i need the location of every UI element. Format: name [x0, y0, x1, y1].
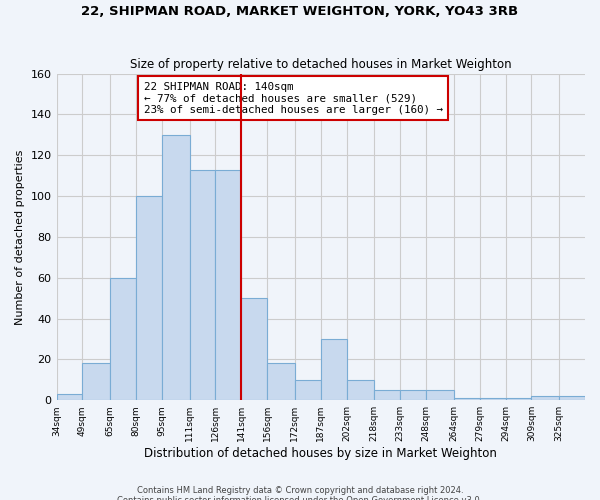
Bar: [532, 396, 559, 400]
Text: 22 SHIPMAN ROAD: 140sqm
← 77% of detached houses are smaller (529)
23% of semi-d: 22 SHIPMAN ROAD: 140sqm ← 77% of detache…: [144, 82, 443, 115]
X-axis label: Distribution of detached houses by size in Market Weighton: Distribution of detached houses by size …: [145, 447, 497, 460]
Bar: [426, 390, 454, 400]
Bar: [295, 380, 321, 400]
Y-axis label: Number of detached properties: Number of detached properties: [15, 149, 25, 324]
Bar: [374, 390, 400, 400]
Bar: [506, 398, 532, 400]
Text: Contains HM Land Registry data © Crown copyright and database right 2024.: Contains HM Land Registry data © Crown c…: [137, 486, 463, 495]
Bar: [479, 398, 506, 400]
Bar: [162, 135, 190, 400]
Title: Size of property relative to detached houses in Market Weighton: Size of property relative to detached ho…: [130, 58, 512, 71]
Bar: [454, 398, 479, 400]
Bar: [347, 380, 374, 400]
Bar: [136, 196, 162, 400]
Bar: [241, 298, 267, 400]
Bar: [559, 396, 585, 400]
Bar: [267, 364, 295, 400]
Bar: [321, 339, 347, 400]
Text: 22, SHIPMAN ROAD, MARKET WEIGHTON, YORK, YO43 3RB: 22, SHIPMAN ROAD, MARKET WEIGHTON, YORK,…: [82, 5, 518, 18]
Bar: [56, 394, 82, 400]
Bar: [82, 364, 110, 400]
Bar: [215, 170, 241, 400]
Bar: [110, 278, 136, 400]
Text: Contains public sector information licensed under the Open Government Licence v3: Contains public sector information licen…: [118, 496, 482, 500]
Bar: [400, 390, 426, 400]
Bar: [190, 170, 215, 400]
